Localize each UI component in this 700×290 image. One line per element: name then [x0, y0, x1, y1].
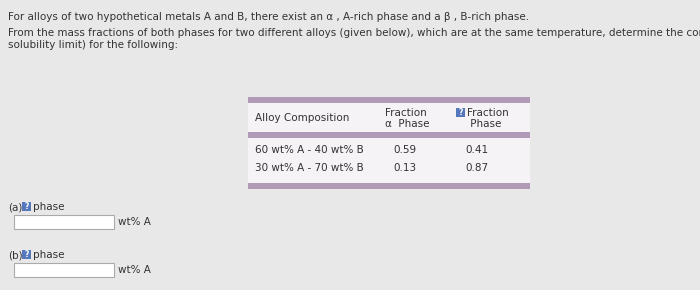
Bar: [14, 215, 114, 229]
Bar: [248, 138, 530, 183]
Text: From the mass fractions of both phases for two different alloys (given below), w: From the mass fractions of both phases f…: [8, 28, 700, 38]
Bar: [14, 263, 114, 277]
Text: Alloy Composition: Alloy Composition: [255, 113, 349, 123]
Text: ?: ?: [25, 202, 29, 211]
Text: Fraction: Fraction: [385, 108, 427, 118]
Text: 0.59: 0.59: [393, 145, 416, 155]
Bar: [248, 97, 530, 103]
Text: wt% A: wt% A: [118, 217, 151, 227]
Text: wt% A: wt% A: [118, 265, 151, 275]
Text: ?: ?: [458, 108, 463, 117]
Text: For alloys of two hypothetical metals A and B, there exist an α , A-rich phase a: For alloys of two hypothetical metals A …: [8, 12, 529, 22]
Bar: [248, 132, 530, 138]
Text: α  Phase: α Phase: [385, 119, 430, 129]
Text: (b): (b): [8, 250, 22, 260]
Text: phase: phase: [33, 250, 64, 260]
Bar: [248, 103, 530, 132]
Text: phase: phase: [33, 202, 64, 212]
Text: Fraction: Fraction: [467, 108, 509, 118]
Bar: [22, 250, 31, 259]
Bar: [22, 202, 31, 211]
Text: Phase: Phase: [467, 119, 501, 129]
Text: 0.87: 0.87: [465, 163, 488, 173]
Text: ?: ?: [25, 250, 29, 259]
Bar: [248, 183, 530, 189]
Text: 30 wt% A - 70 wt% B: 30 wt% A - 70 wt% B: [255, 163, 364, 173]
Text: solubility limit) for the following:: solubility limit) for the following:: [8, 40, 178, 50]
Text: 0.13: 0.13: [393, 163, 416, 173]
Text: (a): (a): [8, 202, 22, 212]
Bar: [456, 108, 465, 117]
Text: 0.41: 0.41: [465, 145, 488, 155]
Text: 60 wt% A - 40 wt% B: 60 wt% A - 40 wt% B: [255, 145, 364, 155]
